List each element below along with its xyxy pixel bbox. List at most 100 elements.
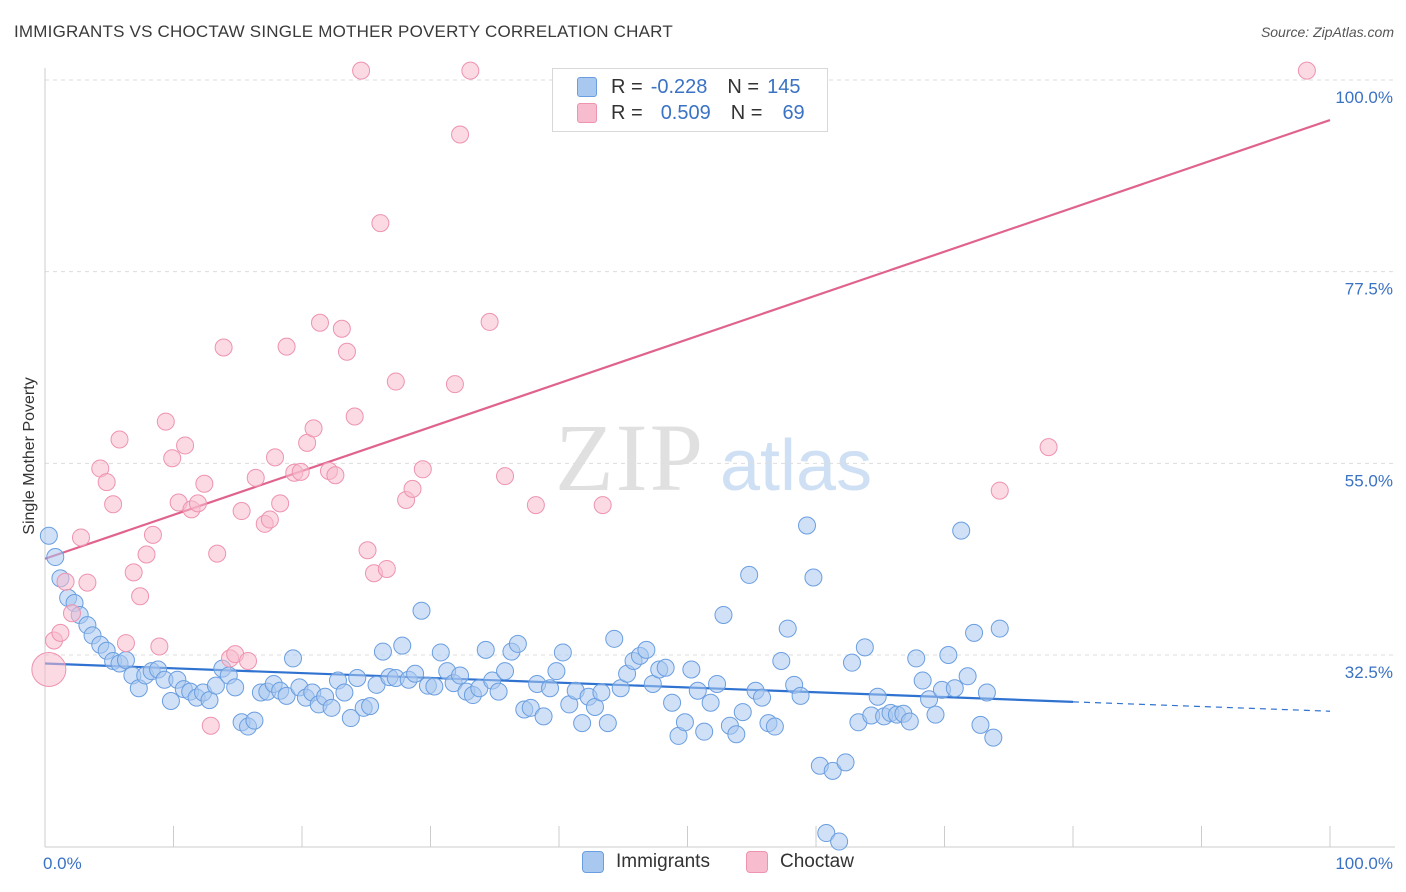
bottom-legend-label-immigrants: Immigrants <box>616 851 710 872</box>
choctaw-point <box>266 448 285 467</box>
immigrants-point <box>598 714 617 733</box>
immigrants-point <box>206 676 225 695</box>
choctaw-point <box>277 337 296 356</box>
immigrants-point <box>393 636 412 655</box>
immigrants-point <box>541 679 560 698</box>
legend-swatch-immigrants <box>577 77 597 97</box>
immigrants-point <box>958 667 977 686</box>
immigrants-point <box>945 679 964 698</box>
choctaw-point <box>56 572 75 591</box>
choctaw-point <box>593 496 612 515</box>
choctaw-point <box>163 449 182 468</box>
choctaw-point <box>480 312 499 331</box>
choctaw-point <box>78 573 97 592</box>
immigrants-point <box>868 687 887 706</box>
immigrants-point <box>663 693 682 712</box>
immigrants-point <box>341 709 360 728</box>
immigrants-point <box>284 649 303 668</box>
watermark: ZIP atlas <box>555 404 872 511</box>
immigrants-point <box>573 714 592 733</box>
immigrants-point <box>900 712 919 731</box>
choctaw-point <box>337 342 356 361</box>
immigrants-point <box>778 619 797 638</box>
choctaw-point <box>1297 61 1316 80</box>
choctaw-point <box>1039 438 1058 457</box>
chart-title: IMMIGRANTS VS CHOCTAW SINGLE MOTHER POVE… <box>14 22 673 41</box>
y-tick-label: 32.5% <box>1345 663 1393 682</box>
choctaw-point <box>445 375 464 394</box>
immigrants-point <box>701 693 720 712</box>
immigrants-point <box>842 653 861 672</box>
choctaw-point <box>260 510 279 529</box>
immigrants-point <box>496 662 515 681</box>
immigrants-point <box>406 664 425 683</box>
immigrants-point <box>161 692 180 710</box>
choctaw-point <box>110 430 129 449</box>
immigrants-point <box>547 662 566 681</box>
y-tick-label: 77.5% <box>1345 280 1393 299</box>
immigrants-point <box>836 753 855 772</box>
legend-n-label: N = <box>730 101 763 124</box>
immigrants-point <box>553 643 572 662</box>
immigrants-point <box>373 642 392 661</box>
immigrants-point <box>804 568 823 587</box>
tick-labels: 32.5% 55.0% 77.5% 100.0% 0.0% 100.0% <box>43 88 1393 873</box>
legend-n-value: 69 <box>782 101 805 124</box>
immigrants-point <box>926 705 945 724</box>
immigrants-point <box>489 682 508 701</box>
choctaw-point <box>143 525 162 544</box>
choctaw-point <box>71 528 90 547</box>
immigrants-point <box>39 526 58 545</box>
choctaw-point <box>156 412 175 431</box>
immigrants-point <box>361 697 380 716</box>
bottom-legend-label-choctaw: Choctaw <box>780 851 854 872</box>
immigrants-point <box>521 698 540 717</box>
immigrants-point <box>425 677 444 696</box>
immigrants-point <box>348 669 367 687</box>
series-choctaw <box>31 61 1316 735</box>
immigrants-point <box>508 634 527 653</box>
immigrants-point <box>476 640 495 659</box>
choctaw-point <box>97 473 116 492</box>
immigrants-point <box>451 666 470 685</box>
immigrants-point <box>965 623 984 642</box>
choctaw-point <box>403 479 422 498</box>
immigrants-point <box>952 521 971 540</box>
immigrants-point <box>412 601 431 620</box>
watermark-atlas: atlas <box>720 426 872 506</box>
immigrants-point <box>277 686 296 705</box>
axes <box>44 68 1395 848</box>
legend-row-choctaw: R = 0.509 N = 69 <box>577 100 805 126</box>
immigrants-trend-extension <box>1072 701 1331 712</box>
choctaw-point <box>358 541 377 560</box>
choctaw-point <box>232 502 251 521</box>
choctaw-point <box>208 544 227 563</box>
immigrants-point <box>592 683 611 702</box>
y-tick-label: 55.0% <box>1345 471 1393 490</box>
immigrants-point <box>939 646 958 664</box>
choctaw-point <box>104 495 123 514</box>
bottom-legend-swatch-immigrants <box>582 851 604 873</box>
choctaw-point <box>176 436 195 455</box>
choctaw-point <box>131 587 150 606</box>
immigrants-point <box>695 722 714 741</box>
immigrants-point <box>830 832 849 851</box>
immigrants-point <box>765 717 784 736</box>
choctaw-point <box>51 623 70 642</box>
immigrants-point <box>226 678 245 697</box>
x-tick-label: 0.0% <box>43 854 82 873</box>
choctaw-point <box>310 313 329 332</box>
legend-r-value: -0.228 <box>650 75 708 98</box>
immigrants-point <box>431 643 450 662</box>
legend-n-value: 145 <box>767 75 801 98</box>
legend-r-label: R = <box>611 101 643 124</box>
immigrants-point <box>855 638 874 657</box>
immigrants-point <box>977 683 996 702</box>
choctaw-point <box>990 481 1009 500</box>
choctaw-point <box>188 494 207 513</box>
legend-n-label: N = <box>727 75 760 98</box>
bottom-legend-immigrants: Immigrants <box>582 851 710 873</box>
legend-r-value: 0.509 <box>660 101 711 124</box>
choctaw-point <box>201 716 220 735</box>
